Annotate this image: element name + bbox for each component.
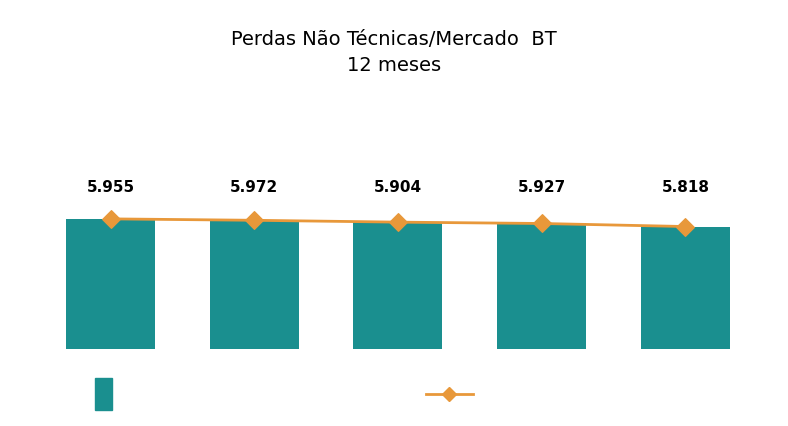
Bar [641, 227, 730, 349]
Bar [353, 223, 443, 349]
Point [392, 219, 404, 226]
Bar [210, 221, 299, 349]
Text: 5.955: 5.955 [87, 180, 135, 195]
Text: 41,31%: 41,31% [362, 200, 426, 215]
Text: Perdas Não Técnicas/Mercado  BT: Perdas Não Técnicas/Mercado BT [231, 30, 557, 49]
Text: 39,88%: 39,88% [649, 204, 713, 219]
Point [679, 224, 692, 230]
Text: 5.818: 5.818 [661, 180, 709, 195]
Point [104, 216, 117, 223]
Text: 5.927: 5.927 [518, 180, 566, 195]
Point [248, 217, 261, 224]
FancyBboxPatch shape [95, 378, 112, 410]
Text: 12 meses: 12 meses [347, 55, 441, 74]
Bar [497, 224, 586, 349]
Point [535, 221, 548, 227]
Text: 40,87%: 40,87% [506, 201, 569, 216]
Text: 5.972: 5.972 [230, 180, 278, 195]
Text: 42,37%: 42,37% [75, 197, 138, 212]
Bar [66, 219, 155, 349]
Text: 41,91%: 41,91% [218, 198, 281, 213]
Text: 5.904: 5.904 [374, 180, 422, 195]
